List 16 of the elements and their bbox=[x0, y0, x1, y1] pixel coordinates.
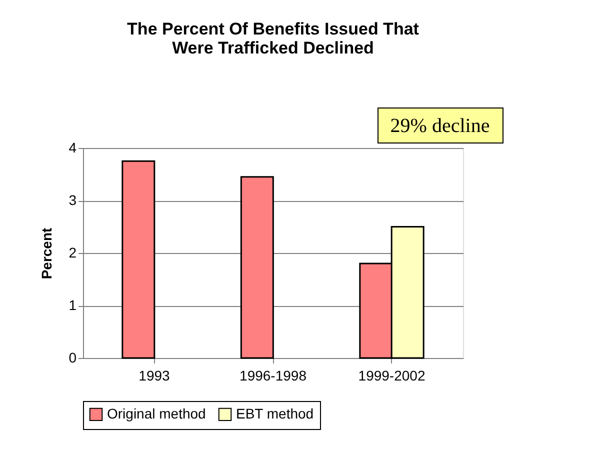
y-tick-label: 0 bbox=[68, 350, 77, 366]
y-tick-label: 4 bbox=[68, 140, 77, 156]
legend-label: EBT method bbox=[236, 405, 314, 422]
x-tick-label: 1999-2002 bbox=[358, 368, 426, 384]
y-axis-title: Percent bbox=[38, 227, 55, 280]
y-tick-label: 1 bbox=[68, 297, 77, 313]
bar bbox=[122, 160, 156, 359]
y-tick-label: 3 bbox=[68, 192, 77, 208]
x-tick-label: 1993 bbox=[138, 368, 170, 384]
text: 29% decline bbox=[390, 115, 490, 137]
bar bbox=[240, 176, 274, 359]
legend-label: Original method bbox=[107, 405, 206, 422]
text: The Percent Of Benefits Issued That bbox=[127, 20, 419, 38]
x-tick-label: 1996-1998 bbox=[240, 368, 307, 384]
text: Were Trafficked Declined bbox=[172, 38, 374, 58]
y-tick-label: 2 bbox=[68, 244, 77, 260]
